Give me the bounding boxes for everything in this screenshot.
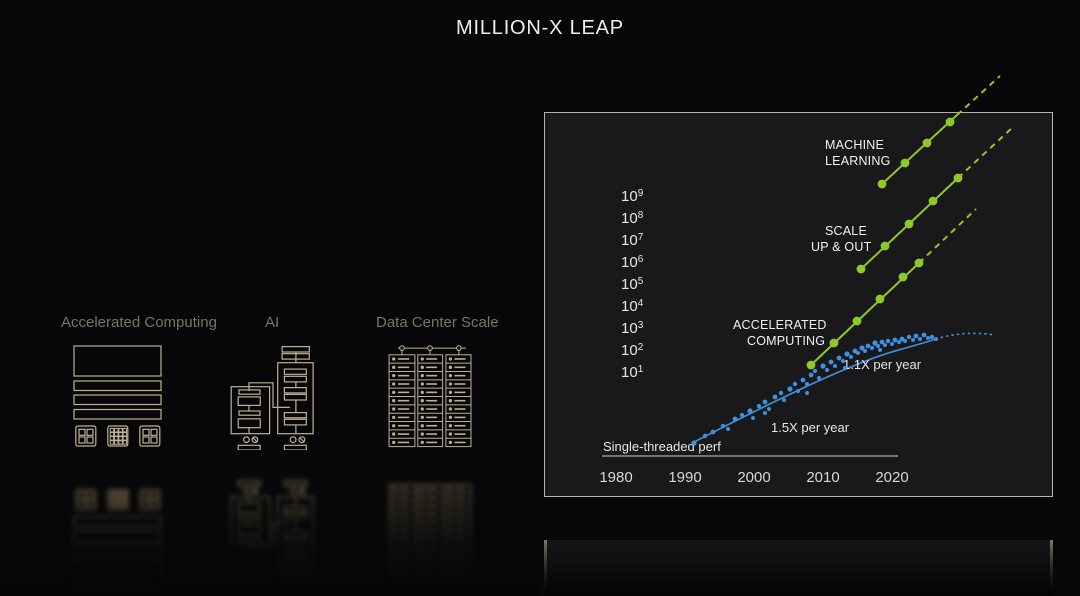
svg-text:ACCELERATED: ACCELERATED — [733, 318, 827, 332]
svg-text:1990: 1990 — [668, 469, 701, 486]
svg-text:Single-threaded perf: Single-threaded perf — [603, 439, 721, 454]
svg-text:UP & OUT: UP & OUT — [811, 240, 872, 254]
svg-text:1.1X per year: 1.1X per year — [843, 357, 922, 372]
svg-text:1980: 1980 — [599, 469, 632, 486]
svg-text:104: 104 — [621, 298, 644, 316]
svg-text:1.5X per year: 1.5X per year — [771, 420, 850, 435]
svg-text:SCALE: SCALE — [825, 224, 867, 238]
svg-text:MACHINE: MACHINE — [825, 138, 884, 152]
svg-text:108: 108 — [621, 210, 644, 228]
svg-text:109: 109 — [621, 188, 644, 206]
svg-text:105: 105 — [621, 276, 644, 294]
svg-text:103: 103 — [621, 320, 644, 338]
svg-text:2020: 2020 — [875, 469, 908, 486]
svg-text:LEARNING: LEARNING — [825, 154, 891, 168]
svg-text:102: 102 — [621, 342, 644, 360]
svg-text:101: 101 — [621, 364, 644, 382]
svg-text:107: 107 — [621, 232, 644, 250]
svg-text:2010: 2010 — [806, 469, 839, 486]
svg-text:COMPUTING: COMPUTING — [747, 334, 825, 348]
svg-text:106: 106 — [621, 254, 644, 272]
svg-text:2000: 2000 — [737, 469, 770, 486]
